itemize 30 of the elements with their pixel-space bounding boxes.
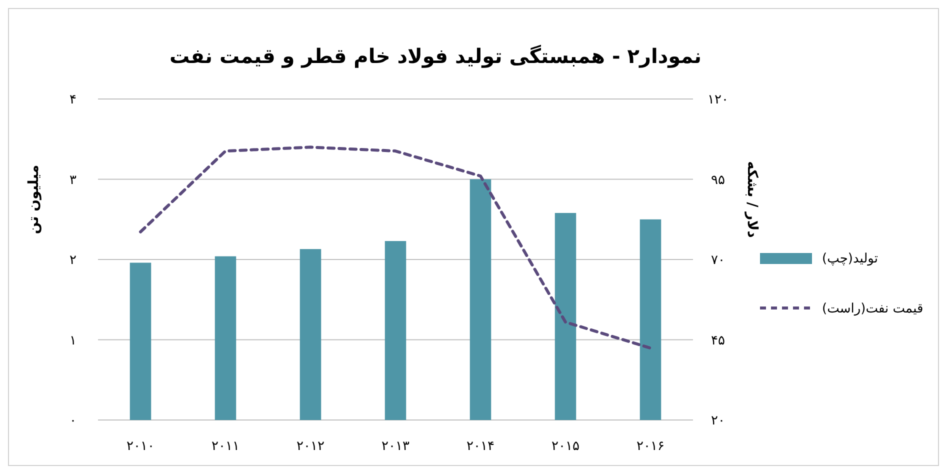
y2-tick-label: ۷۰	[711, 253, 725, 268]
bar	[384, 241, 406, 420]
y2-tick-label: ۹۵	[711, 172, 725, 188]
x-tick-label: ۲۰۱۰	[126, 439, 154, 454]
bar	[214, 256, 236, 420]
legend-label: تولید(چپ)	[822, 252, 878, 267]
bar	[300, 249, 322, 420]
bar	[554, 212, 576, 420]
chart-title: نمودار۲ - همبستگی تولید فولاد خام قطر و قیمت نفت	[169, 44, 702, 68]
x-tick-label: ۲۰۱۳	[382, 439, 410, 454]
y2-tick-label: ۴۵	[711, 333, 725, 348]
y2-axis-title: دلار / بشکه	[744, 161, 760, 238]
bar	[470, 179, 492, 420]
x-tick-label: ۲۰۱۴	[466, 439, 494, 454]
x-tick-label: ۲۰۱۱	[212, 439, 240, 454]
bar	[130, 262, 152, 420]
line-series	[139, 146, 652, 350]
y-tick-label: ۳	[70, 172, 77, 188]
x-tick-label: ۲۰۱۲	[296, 439, 324, 454]
y2-tick-label: ۲۰	[711, 414, 725, 429]
y2-tick-label: ۱۲۰	[708, 92, 728, 108]
legend-label: قیمت نفت(راست)	[822, 302, 924, 317]
bar	[640, 219, 662, 420]
y-tick-label: ۰	[70, 414, 76, 429]
y-axis-title: میلیون تن	[26, 164, 42, 234]
y-tick-label: ۴	[70, 92, 77, 108]
y-tick-label: ۲	[70, 253, 77, 268]
x-tick-label: ۲۰۱۵	[552, 439, 580, 454]
y-tick-label: ۱	[70, 333, 76, 348]
x-tick-label: ۲۰۱۶	[636, 439, 664, 454]
